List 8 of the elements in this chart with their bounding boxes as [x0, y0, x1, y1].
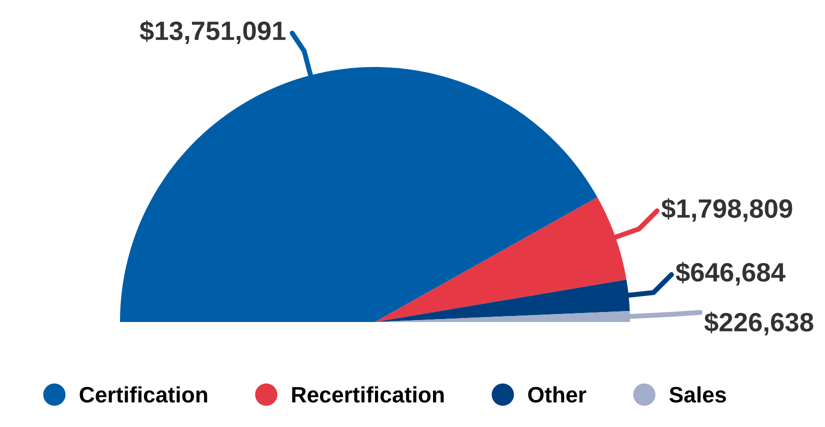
data-label: $646,684	[676, 262, 786, 286]
data-label: $1,798,809	[661, 198, 792, 222]
data-label: $13,751,091	[140, 20, 286, 44]
legend-label: Certification	[80, 386, 208, 403]
data-label: $226,638	[704, 312, 814, 336]
legend-label: Recertification	[292, 386, 444, 403]
legend-label: Sales	[669, 386, 726, 403]
legend-label: Other	[528, 386, 586, 403]
